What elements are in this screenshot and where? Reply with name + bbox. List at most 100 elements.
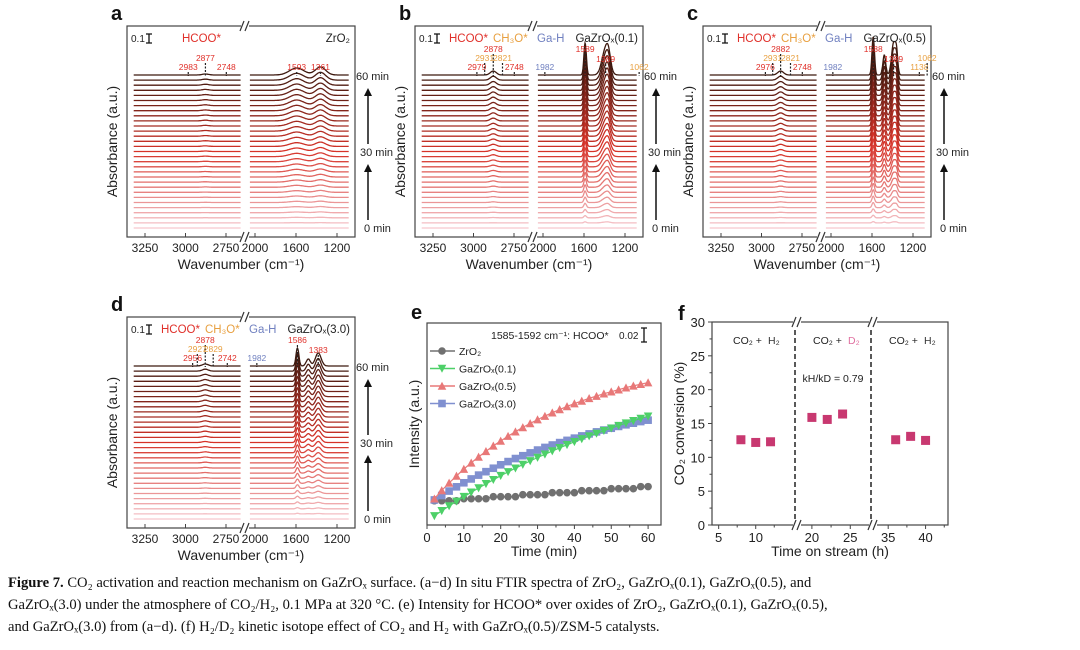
x-tick-label: 0 [423,530,430,545]
x-axis-title: Wavenumber (cm⁻¹) [178,256,305,272]
spectrum-trace [825,94,925,122]
data-point [474,484,483,493]
spectrum-trace [133,155,241,158]
spectrum-trace [133,425,241,428]
data-point [614,484,623,493]
spectrum-trace [249,205,349,209]
data-point [555,438,564,447]
x-tick-label: 2750 [213,532,240,546]
data-point [629,416,638,426]
spectrum-trace [537,65,637,97]
spectrum-trace [421,75,529,81]
data-point [504,457,512,466]
axis-break-mark [532,231,538,243]
species-label: HCOO* [737,33,777,45]
spectrum-trace [249,472,349,479]
x-tick-label: 2000 [818,241,845,255]
peak-label: 2748 [505,62,524,72]
axis-break-mark [244,20,250,32]
data-point [570,488,579,497]
spectrum-trace [249,77,349,86]
peak-label: 2829 [204,344,223,354]
data-point [555,444,564,453]
scale-bar-icon [146,33,152,44]
data-point [459,492,469,502]
chart-annotation: 1585-1592 cm⁻¹: HCOO* [491,330,609,342]
spectrum-trace [537,115,637,137]
axis-break [241,21,249,31]
data-point [496,436,506,445]
spectrum-trace [421,148,529,153]
axis-break-mark [872,316,878,328]
axis-break [817,21,825,31]
spectrum-trace [709,169,817,173]
spectrum-trace [709,138,817,142]
data-point [460,478,468,487]
axis-break-mark [239,522,245,534]
spectrum-trace [249,512,349,515]
data-point [547,447,557,456]
spectrum-trace [249,173,349,178]
spectrum-trace [537,84,637,112]
time-label: 0 min [364,223,391,235]
data-point [526,490,534,499]
spectrum-trace [249,114,349,122]
data-point [599,426,609,435]
arrow-head-icon [364,164,372,172]
spectrum-trace [249,398,349,413]
peak-label: 1383 [309,345,328,355]
axis-break-mark [815,20,821,32]
x-tick-label: 50 [604,530,618,545]
axis-break-mark [527,20,533,32]
spectrum-trace [249,130,349,137]
y-tick-label: 30 [691,315,705,330]
spectrum-trace [249,478,349,484]
data-point [533,446,542,454]
spectrum-trace [249,426,349,439]
spectrum-trace [537,53,637,86]
axis-break-mark [244,522,250,534]
spectrum-trace [709,86,817,91]
spectrum-trace [825,119,925,142]
spectrum-trace [249,136,349,142]
spectrum-trace [249,375,349,393]
data-point [511,427,520,436]
spectrum-trace [249,162,349,168]
spectrum-trace [537,47,637,81]
axis-break [241,232,249,242]
legend-marker [438,347,446,355]
data-point [489,441,498,450]
caption-line-3: and GaZrOₓ(3.0) from (a−d). (f) H₂/D₂ ki… [8,619,660,635]
region-label-gas: H₂ [924,335,936,347]
spectrum-trace [133,451,241,454]
data-point [503,468,513,477]
data-point [445,487,453,495]
y-axis-title: CO₂ conversion (%) [671,362,687,486]
data-point [496,471,506,481]
spectrum-trace [249,506,349,510]
spectrum-trace [709,185,817,188]
legend-label: ZrO₂ [459,346,481,358]
data-point [437,491,446,500]
arrow-head-icon [652,164,660,172]
axis-break-mark [796,316,802,328]
data-point [548,488,557,497]
spectrum-trace [709,148,817,153]
peak-label: 2956 [183,353,202,363]
scale-bar-label: 0.1 [707,34,721,45]
spectrum-trace [709,175,817,178]
spectrum-trace [249,449,349,459]
spectrum-trace [537,78,637,107]
region-label: CO₂ + [733,335,762,347]
spectrum-trace [133,394,241,398]
axis-break [793,317,801,327]
axis-break [529,21,537,31]
data-point [540,411,550,420]
y-axis-title: Absorbance (a.u.) [392,86,408,197]
spectrum-trace [133,114,241,117]
x-tick-label: 3000 [748,241,775,255]
time-label: 30 min [360,438,393,450]
axis-break-mark [244,231,250,243]
spectrum-trace [537,109,637,132]
peak-label: 2882 [771,44,790,54]
